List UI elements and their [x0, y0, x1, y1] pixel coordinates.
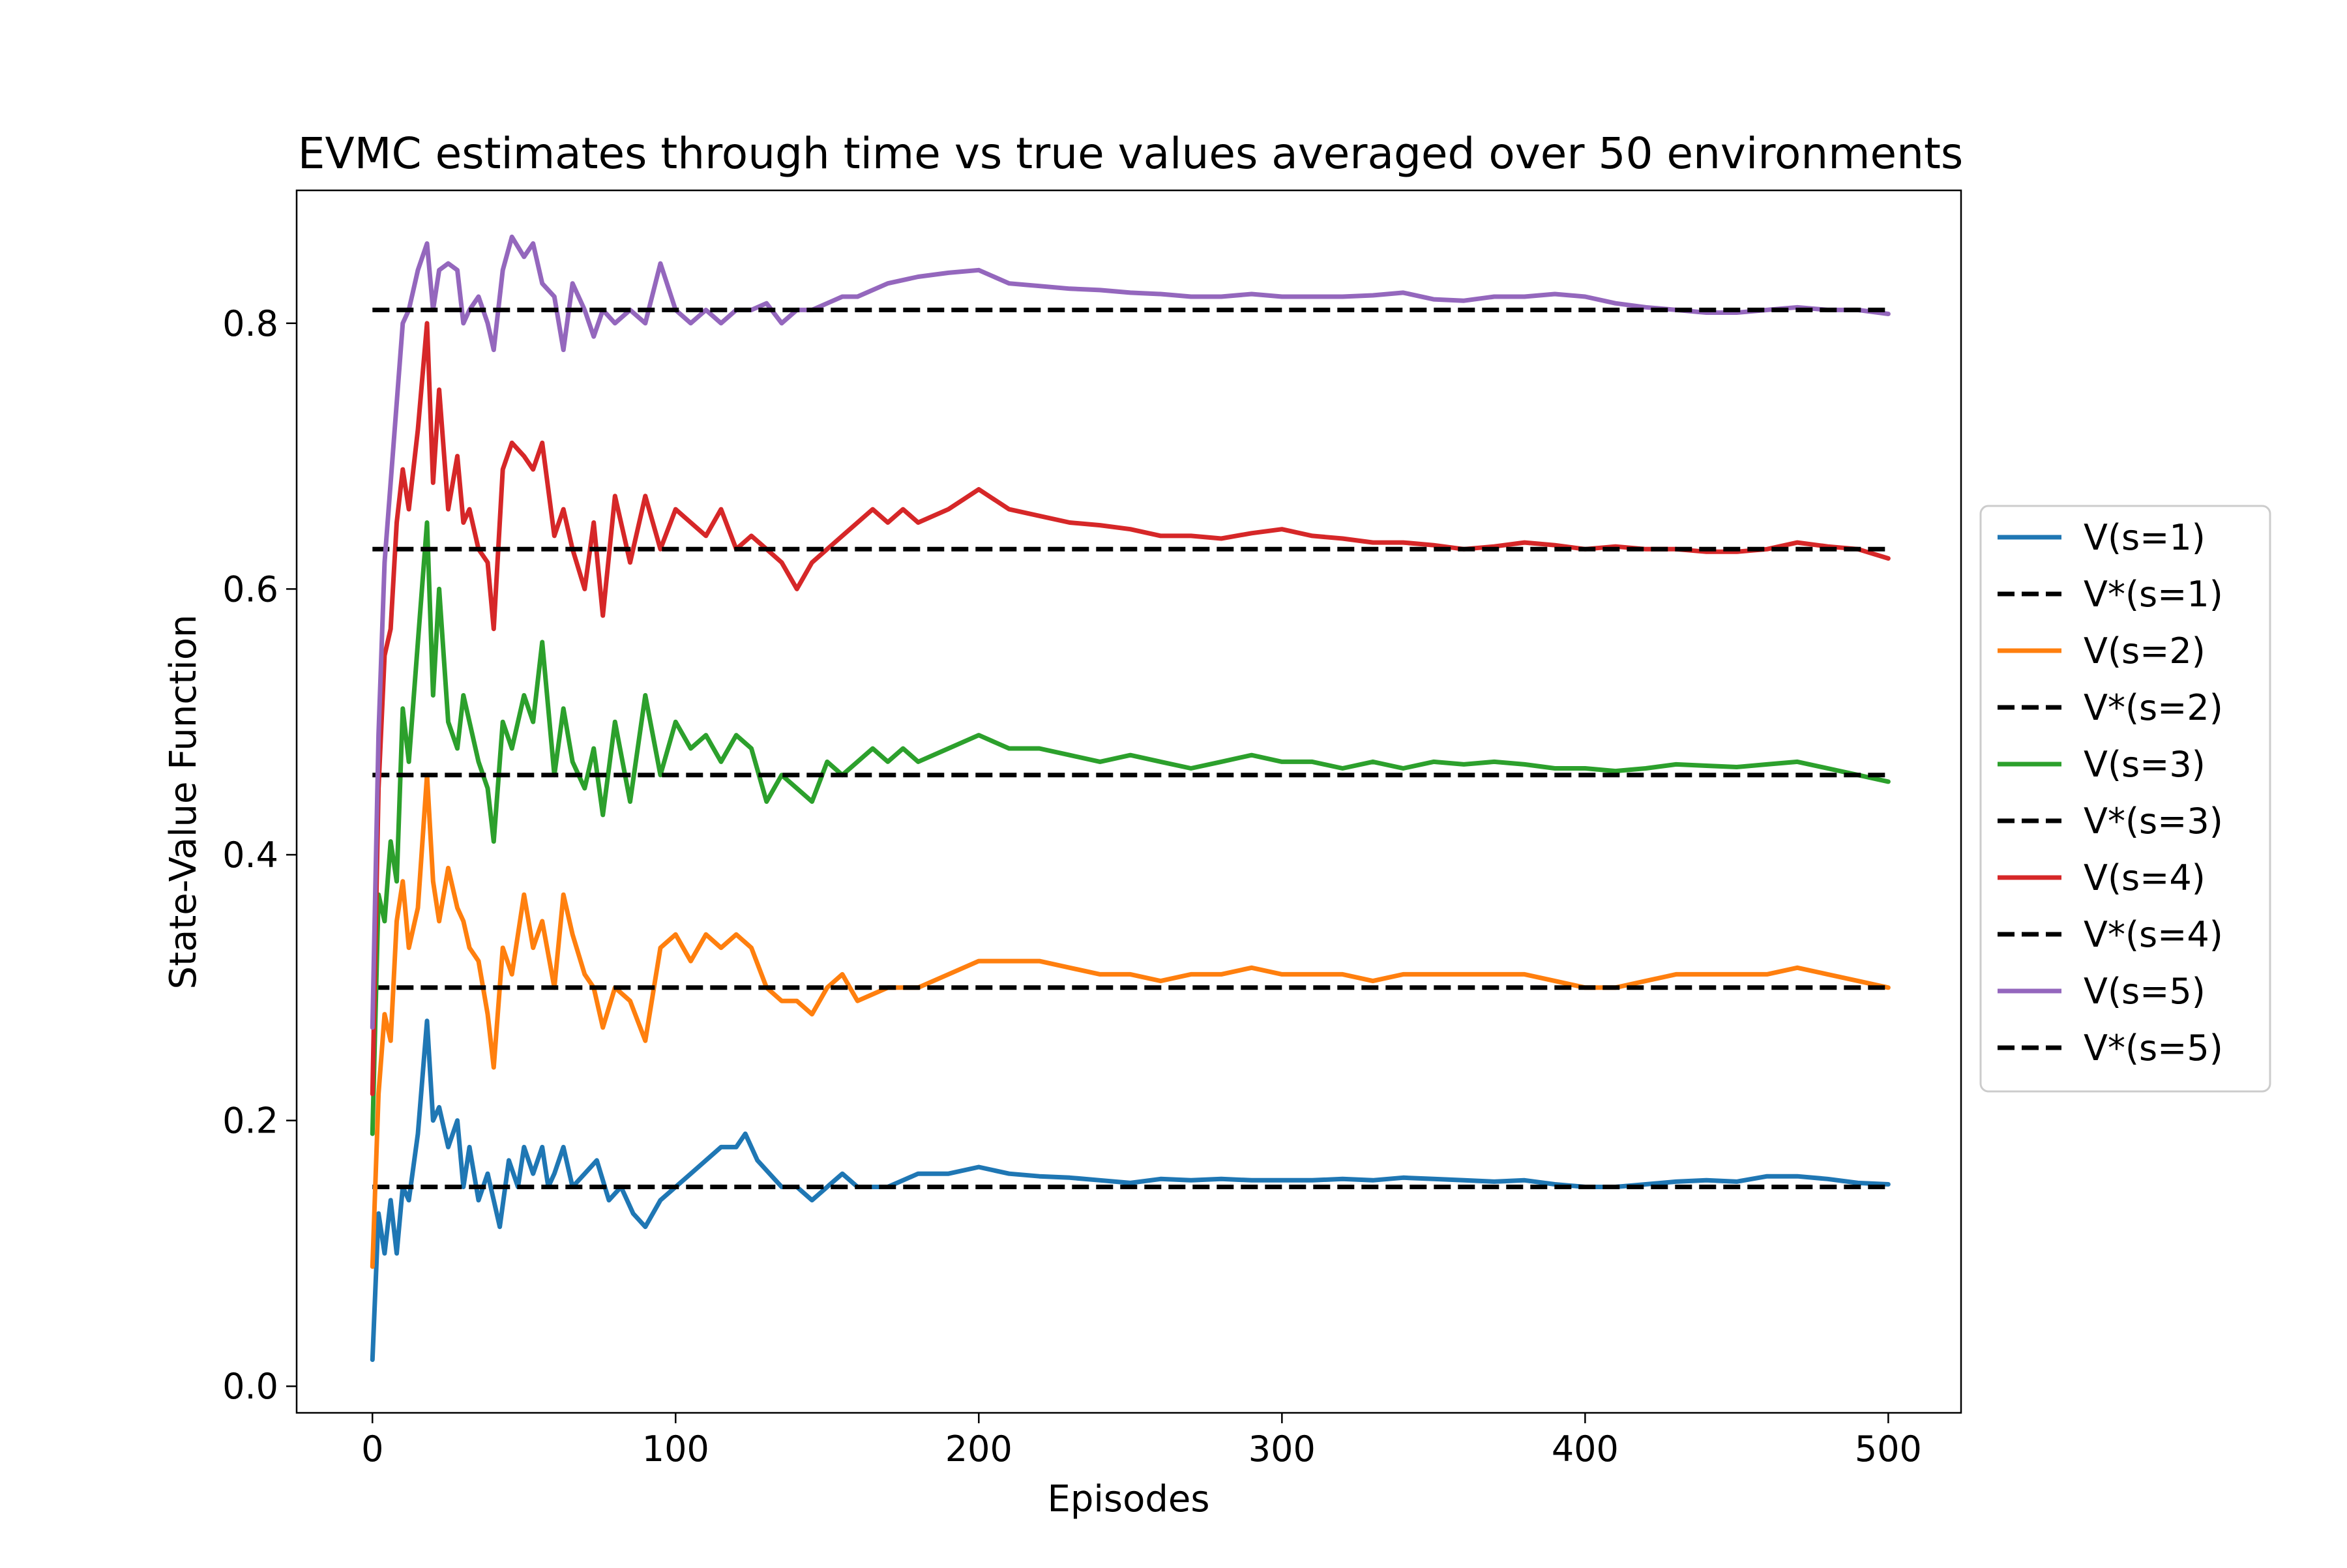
y-tick-label: 0.2 — [222, 1101, 278, 1142]
series-line-estimate-5 — [370, 234, 1891, 1030]
x-tick-label: 400 — [1552, 1428, 1619, 1470]
x-tick-label: 100 — [642, 1428, 709, 1470]
legend: V(s=1) V*(s=1) V(s=2) V*(s=2) V(s=3) V*(s=3) V… — [1979, 505, 2271, 1093]
x-tick-label: 500 — [1855, 1428, 1922, 1470]
legend-label: V*(s=2) — [2084, 687, 2223, 728]
legend-label: V*(s=5) — [2084, 1028, 2223, 1069]
legend-label: V*(s=4) — [2084, 914, 2223, 955]
series-line-estimate-3 — [370, 520, 1891, 1136]
legend-label: V*(s=3) — [2084, 801, 2223, 842]
y-axis-label: State-Value Function — [162, 615, 205, 990]
legend-label: V(s=4) — [2084, 857, 2206, 898]
x-tick-label: 300 — [1248, 1428, 1316, 1470]
chart-title: EVMC estimates through time vs true valu… — [298, 128, 1963, 179]
legend-label: V(s=3) — [2084, 744, 2206, 785]
plot-area — [370, 234, 1891, 1362]
y-tick-label: 0.6 — [222, 569, 278, 610]
legend-label: V(s=2) — [2084, 630, 2206, 672]
plot-frame — [295, 189, 1962, 1414]
x-axis: 0 100 200 300 400 500 — [361, 1413, 1922, 1470]
series-line-estimate-2 — [370, 773, 1891, 1269]
y-tick-label: 0.0 — [222, 1366, 278, 1407]
legend-label: V*(s=1) — [2084, 574, 2223, 615]
x-tick-label: 200 — [945, 1428, 1012, 1470]
y-tick-label: 0.4 — [222, 835, 278, 876]
series-line-estimate-4 — [370, 321, 1891, 1097]
y-axis: 0.0 0.2 0.4 0.6 0.8 — [222, 303, 297, 1407]
legend-label: V(s=1) — [2084, 517, 2206, 558]
x-tick-label: 0 — [361, 1428, 383, 1470]
legend-label: V(s=5) — [2084, 971, 2206, 1012]
x-axis-label: Episodes — [1047, 1478, 1209, 1520]
y-tick-label: 0.8 — [222, 303, 278, 344]
series-line-estimate-1 — [370, 1018, 1891, 1362]
